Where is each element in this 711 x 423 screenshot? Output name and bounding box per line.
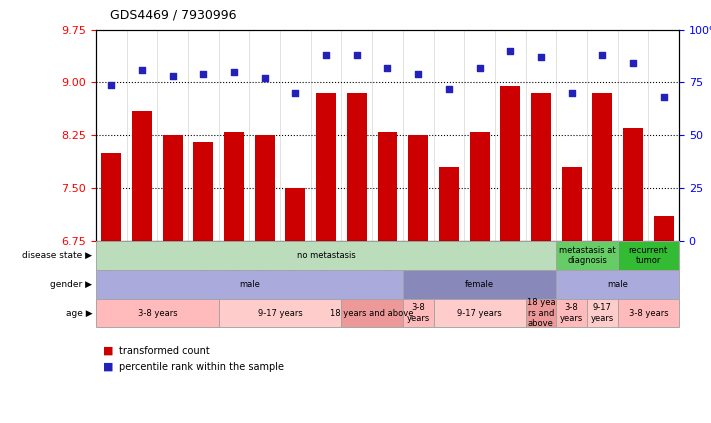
Text: 9-17
years: 9-17 years: [591, 303, 614, 323]
Text: 3-8
years: 3-8 years: [407, 303, 430, 323]
Point: [198, 71, 209, 77]
Bar: [501, 86, 520, 241]
Point: [535, 54, 547, 60]
Bar: [102, 153, 122, 241]
Text: ■: ■: [103, 362, 114, 372]
Text: percentile rank within the sample: percentile rank within the sample: [119, 362, 284, 372]
Bar: [347, 93, 367, 241]
Point: [412, 71, 424, 77]
Text: metastasis at
diagnosis: metastasis at diagnosis: [559, 246, 615, 265]
Bar: [378, 132, 397, 241]
Point: [597, 52, 608, 58]
Point: [443, 85, 454, 92]
Point: [351, 52, 363, 58]
Bar: [439, 167, 459, 241]
Text: age ▶: age ▶: [66, 308, 92, 318]
Bar: [469, 132, 489, 241]
Point: [627, 60, 638, 67]
Point: [137, 66, 148, 73]
Text: disease state ▶: disease state ▶: [23, 251, 92, 260]
Text: 18 years and above: 18 years and above: [331, 308, 414, 318]
Text: ■: ■: [103, 346, 114, 356]
Text: 9-17 years: 9-17 years: [257, 308, 302, 318]
Bar: [132, 111, 152, 241]
Bar: [592, 93, 612, 241]
Point: [505, 47, 516, 54]
Point: [658, 94, 669, 101]
Point: [321, 52, 332, 58]
Bar: [163, 135, 183, 241]
Bar: [224, 132, 244, 241]
Bar: [193, 143, 213, 241]
Text: no metastasis: no metastasis: [296, 251, 356, 260]
Bar: [531, 93, 551, 241]
Point: [106, 81, 117, 88]
Text: 18 yea
rs and
above: 18 yea rs and above: [527, 298, 555, 328]
Text: 3-8 years: 3-8 years: [629, 308, 668, 318]
Bar: [653, 217, 673, 241]
Point: [228, 69, 240, 75]
Text: male: male: [607, 280, 628, 289]
Point: [566, 90, 577, 96]
Text: GDS4469 / 7930996: GDS4469 / 7930996: [110, 8, 237, 21]
Bar: [286, 188, 306, 241]
Point: [259, 75, 270, 82]
Text: female: female: [465, 280, 494, 289]
Bar: [408, 135, 428, 241]
Point: [474, 64, 485, 71]
Bar: [623, 128, 643, 241]
Text: transformed count: transformed count: [119, 346, 210, 356]
Bar: [562, 167, 582, 241]
Text: gender ▶: gender ▶: [50, 280, 92, 289]
Point: [290, 90, 301, 96]
Point: [167, 73, 178, 80]
Text: 3-8 years: 3-8 years: [137, 308, 177, 318]
Point: [382, 64, 393, 71]
Text: recurrent
tumor: recurrent tumor: [629, 246, 668, 265]
Text: 3-8
years: 3-8 years: [560, 303, 583, 323]
Text: male: male: [239, 280, 260, 289]
Bar: [316, 93, 336, 241]
Text: 9-17 years: 9-17 years: [457, 308, 502, 318]
Bar: [255, 135, 274, 241]
